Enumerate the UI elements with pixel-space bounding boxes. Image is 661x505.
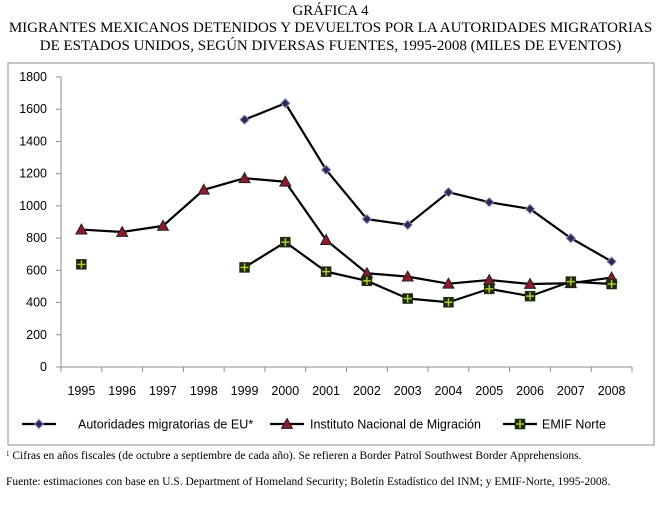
data-point: [606, 278, 617, 290]
data-point: [239, 262, 250, 273]
data-point: [320, 164, 332, 176]
data-point: [197, 183, 211, 195]
line-chart: 0 200 400 600 800 1000 1200 1400 1600 1800 1995 199…: [7, 62, 655, 446]
data-point: [606, 256, 617, 267]
data-point: [443, 296, 454, 308]
x-tick-label: 2005: [475, 384, 503, 398]
y-tick-label: 400: [26, 296, 47, 310]
y-tick-label: 1000: [19, 199, 47, 213]
data-point: [278, 175, 292, 187]
x-tick-label: 1995: [67, 384, 95, 398]
data-point: [156, 219, 170, 231]
footnote-1-text: Cifras en años fiscales (de octubre a se…: [12, 450, 582, 462]
y-tick-label: 800: [26, 231, 47, 245]
chart-frame: [7, 62, 655, 446]
data-point: [484, 283, 495, 295]
data-point: [401, 270, 415, 282]
data-point: [239, 114, 250, 125]
x-tick-label: 1996: [108, 384, 136, 398]
data-point: [75, 223, 88, 235]
data-point: [565, 276, 577, 287]
legend-swatch-marker: [280, 417, 294, 429]
series-line: [244, 102, 613, 263]
data-point: [565, 232, 577, 244]
data-point: [443, 186, 454, 198]
data-point: [280, 98, 291, 109]
data-point: [524, 290, 536, 302]
data-point: [320, 266, 332, 277]
data-point: [484, 196, 495, 208]
x-tick-label: 1999: [231, 384, 259, 398]
data-point: [238, 171, 251, 184]
legend-item-1: Autoridades migratorias de EU*: [22, 418, 253, 432]
y-tick-label: 1800: [19, 70, 47, 84]
data-point: [524, 203, 536, 215]
chart-title-line-2: DE ESTADOS UNIDOS, SEGÚN DIVERSAS FUENTE…: [39, 38, 622, 54]
data-point: [402, 293, 413, 304]
y-tick-label: 1600: [19, 102, 47, 116]
data-point: [361, 275, 373, 287]
legend-swatch-marker: [514, 418, 526, 430]
data-point: [76, 259, 87, 270]
chart-label: GRÁFICA 4: [292, 3, 369, 19]
x-tick-label: 2002: [353, 384, 381, 398]
footnote-1: 1 Cifras en años fiscales (de octubre a …: [6, 450, 651, 463]
series-3: [76, 236, 617, 308]
y-tick-label: 600: [26, 263, 47, 277]
y-tick-label: 1200: [19, 167, 47, 181]
x-tick-label: 2000: [271, 384, 299, 398]
x-tick-label: 2006: [516, 384, 544, 398]
data-point: [523, 277, 537, 289]
x-tick-label: 1998: [190, 384, 218, 398]
legend-swatch-marker: [33, 418, 45, 430]
chart-title-line-1: MIGRANTES MEXICANOS DETENIDOS Y DEVUELTO…: [8, 20, 653, 36]
data-point: [402, 219, 413, 231]
footnote-marker: 1: [6, 450, 10, 458]
x-tick-label: 2003: [394, 384, 422, 398]
data-point: [361, 213, 373, 225]
series-line: [243, 241, 612, 304]
x-tick-label: 2008: [598, 384, 626, 398]
legend-label: EMIF Norte: [542, 418, 606, 432]
footnote-source: Fuente: estimaciones con base en U.S. De…: [6, 476, 611, 488]
x-tick-label: 1997: [149, 384, 177, 398]
legend-item-2: Instituto Nacional de Migración: [270, 417, 481, 432]
x-tick-label: 2007: [557, 384, 585, 398]
x-tick-label: 2004: [435, 384, 463, 398]
data-point: [115, 225, 129, 237]
y-tick-label: 1400: [19, 134, 47, 148]
y-tick-label: 200: [26, 328, 47, 342]
data-point: [442, 277, 455, 289]
legend-label: Autoridades migratorias de EU*: [78, 418, 253, 432]
series-1: [239, 98, 617, 267]
data-point: [280, 236, 291, 248]
series-line: [81, 177, 612, 286]
y-tick-label: 0: [40, 360, 47, 374]
legend-item-3: EMIF Norte: [503, 418, 606, 432]
legend-label: Instituto Nacional de Migración: [310, 418, 481, 432]
data-point: [319, 233, 333, 245]
x-tick-label: 2001: [312, 384, 340, 398]
